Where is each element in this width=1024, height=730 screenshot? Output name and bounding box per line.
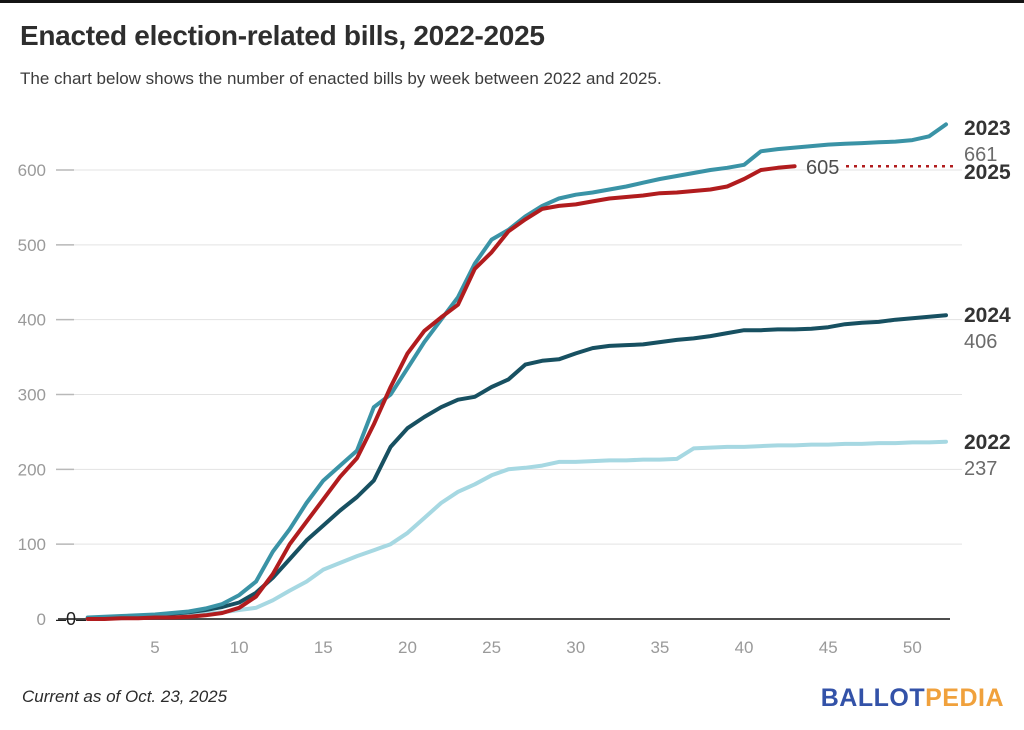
x-tick-label: 25: [482, 638, 501, 657]
x-tick-label: 45: [819, 638, 838, 657]
series-year-label-2024: 2024: [964, 304, 1011, 327]
y-tick-label: 100: [18, 535, 46, 554]
x-tick-label: 35: [650, 638, 669, 657]
y-tick-label: 600: [18, 161, 46, 180]
chart-subtitle: The chart below shows the number of enac…: [20, 69, 662, 88]
series-year-label-2023: 2023: [964, 117, 1011, 140]
x-tick-label: 50: [903, 638, 922, 657]
y-tick-label: 300: [18, 386, 46, 405]
y-tick-label: 400: [18, 311, 46, 330]
y-tick-label: 200: [18, 460, 46, 479]
current-as-of-note: Current as of Oct. 23, 2025: [22, 687, 228, 706]
series-line-2025: [85, 164, 797, 621]
logo-part-ballot: BALLOT: [820, 684, 926, 712]
x-tick-label: 10: [230, 638, 249, 657]
ballotpedia-logo: BALLOTPEDIA: [821, 684, 1004, 713]
series-line-2022: [85, 439, 948, 621]
y-tick-label: 500: [18, 236, 46, 255]
series-year-label-2022: 2022: [964, 431, 1011, 454]
series-value-label-2023: 661: [964, 144, 997, 166]
chart-title: Enacted election-related bills, 2022-202…: [20, 20, 545, 51]
series-start-annotation: –0–: [56, 609, 86, 629]
x-tick-label: 30: [566, 638, 585, 657]
x-tick-label: 15: [314, 638, 333, 657]
series-value-label-2024: 406: [964, 331, 997, 353]
series-value-label-2022: 237: [964, 458, 997, 480]
x-tick-label: 5: [150, 638, 159, 657]
series-year-label-2025: 2025: [964, 161, 1011, 184]
series-inline-value-label-2025: 605: [806, 157, 839, 179]
series-line-2024: [85, 313, 948, 621]
x-tick-label: 20: [398, 638, 417, 657]
x-tick-label: 40: [735, 638, 754, 657]
logo-part-pedia: PEDIA: [925, 684, 1004, 712]
y-tick-label: 0: [37, 610, 46, 629]
